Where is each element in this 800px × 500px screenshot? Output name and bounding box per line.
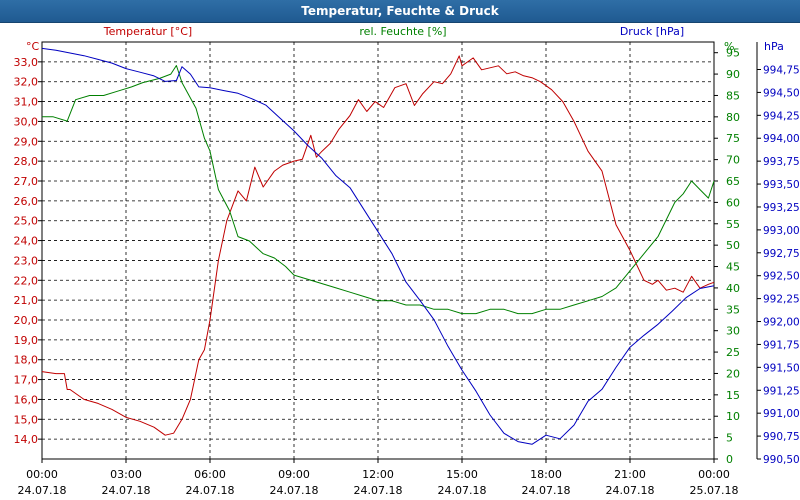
humidity-tick-label: 15 [726,389,740,402]
pressure-tick-label: 992,75 [763,248,800,260]
humidity-tick-label: 80 [726,111,740,124]
humidity-tick-label: 10 [726,410,740,423]
temperature-tick-label: 14,0 [14,433,39,446]
x-tick-time-label: 21:00 [614,468,646,481]
x-tick-date-label: 24.07.18 [18,484,67,497]
humidity-tick-label: 90 [726,68,740,81]
humidity-axis-title: rel. Feuchte [%] [359,25,446,38]
temperature-tick-label: 26,0 [14,195,39,208]
temperature-tick-label: 24,0 [14,235,39,248]
pressure-tick-label: 992,50 [763,271,800,283]
temperature-tick-label: 30,0 [14,115,39,128]
pressure-tick-label: 991,25 [763,385,800,397]
pressure-tick-label: 994,25 [763,110,800,122]
x-tick-time-label: 03:00 [110,468,142,481]
pressure-tick-label: 990,50 [763,454,800,466]
x-tick-time-label: 09:00 [278,468,310,481]
temperature-unit-label: °C [26,40,40,53]
humidity-tick-label: 35 [726,303,740,316]
temperature-tick-label: 18,0 [14,354,39,367]
pressure-tick-label: 993,75 [763,156,800,168]
pressure-tick-label: 990,75 [763,431,800,443]
temperature-tick-label: 22,0 [14,274,39,287]
temperature-tick-label: 32,0 [14,76,39,89]
temperature-tick-label: 19,0 [14,334,39,347]
humidity-tick-label: 40 [726,282,740,295]
pressure-line [41,47,715,445]
pressure-axis-title: Druck [hPa] [620,25,684,38]
x-tick-date-label: 24.07.18 [606,484,655,497]
pressure-axis-ticks: 994,75 994,50 994,25 994,00 993,75 993,50 993,… [756,42,800,466]
humidity-tick-label: 55 [726,218,740,231]
humidity-tick-label: 5 [726,432,733,445]
pressure-tick-label: 992,25 [763,294,800,306]
pressure-tick-label: 994,50 [763,87,800,99]
temperature-tick-label: 15,0 [14,413,39,426]
x-tick-time-label: 00:00 [26,468,58,481]
pressure-tick-label: 991,75 [763,339,800,351]
pressure-tick-label: 993,50 [763,179,800,191]
pressure-tick-label: 991,50 [763,362,800,374]
temperature-tick-label: 33,0 [14,56,39,69]
temperature-tick-label: 23,0 [14,254,39,267]
x-tick-time-label: 00:00 [698,468,730,481]
x-tick-time-label: 18:00 [530,468,562,481]
x-tick-date-label: 24.07.18 [270,484,319,497]
temperature-tick-label: 20,0 [14,314,39,327]
chart: °C Temperatur [°C] rel. Feuchte [%] % Dr… [14,25,800,497]
pressure-tick-label: 994,00 [763,133,800,145]
humidity-tick-label: 60 [726,196,740,209]
x-tick-date-label: 24.07.18 [438,484,487,497]
humidity-tick-label: 0 [726,453,733,466]
temperature-line [41,55,715,436]
humidity-tick-label: 45 [726,261,740,274]
temperature-tick-label: 17,0 [14,374,39,387]
x-tick-date-label: 24.07.18 [102,484,151,497]
humidity-tick-label: 70 [726,154,740,167]
temperature-tick-label: 28,0 [14,155,39,168]
temperature-axis-ticks: 33,0 32,0 31,0 30,0 29,0 28,0 27,0 26,0 25,0 24,0… [14,56,42,446]
pressure-tick-label: 994,75 [763,64,800,76]
humidity-tick-label: 75 [726,132,740,145]
temperature-tick-label: 25,0 [14,215,39,228]
humidity-tick-label: 95 [726,47,740,60]
x-tick-time-label: 12:00 [362,468,394,481]
x-axis-ticks: 00:00 24.07.18 03:00 24.07.18 06:00 24.07.18 0… [18,459,739,497]
humidity-tick-label: 25 [726,346,740,359]
pressure-tick-label: 992,00 [763,317,800,329]
temperature-tick-label: 21,0 [14,294,39,307]
temperature-tick-label: 16,0 [14,393,39,406]
humidity-unit-label: % [724,40,734,53]
x-tick-time-label: 15:00 [446,468,478,481]
series-lines [41,47,715,445]
humidity-tick-label: 85 [726,89,740,102]
pressure-tick-label: 991,00 [763,408,800,420]
temperature-tick-label: 31,0 [14,96,39,109]
humidity-tick-label: 50 [726,239,740,252]
temperature-tick-label: 29,0 [14,135,39,148]
x-tick-date-label: 24.07.18 [186,484,235,497]
x-tick-date-label: 24.07.18 [354,484,403,497]
humidity-line [42,65,715,315]
x-tick-time-label: 06:00 [194,468,226,481]
pressure-unit-label: hPa [764,40,784,53]
humidity-tick-label: 20 [726,367,740,380]
x-tick-date-label: 25.07.18 [690,484,739,497]
pressure-tick-label: 993,25 [763,202,800,214]
temperature-axis-title: Temperatur [°C] [103,25,192,38]
grid-lines [42,42,714,459]
humidity-tick-label: 30 [726,325,740,338]
window-title: Temperatur, Feuchte & Druck [0,0,800,23]
x-tick-date-label: 24.07.18 [522,484,571,497]
temperature-tick-label: 27,0 [14,175,39,188]
humidity-tick-label: 65 [726,175,740,188]
pressure-tick-label: 993,00 [763,225,800,237]
